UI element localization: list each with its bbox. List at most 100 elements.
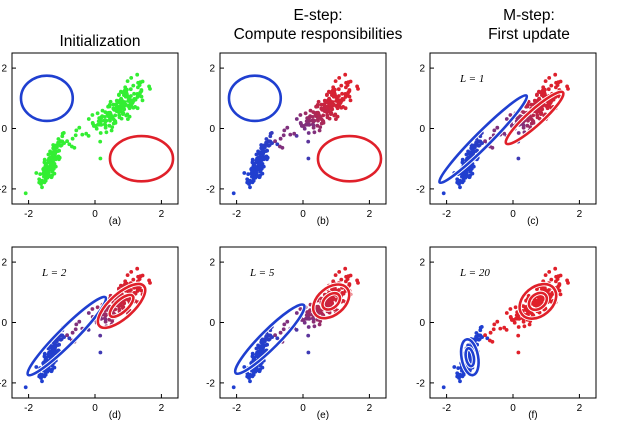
- x-tick-label: 0: [92, 403, 98, 414]
- data-point: [282, 128, 287, 133]
- data-point: [108, 99, 113, 104]
- data-point: [345, 277, 350, 281]
- data-point: [516, 156, 521, 161]
- data-point: [98, 156, 103, 161]
- data-point: [311, 317, 316, 321]
- data-point: [258, 363, 263, 368]
- x-tick-label: 0: [510, 403, 516, 414]
- data-point: [337, 270, 342, 274]
- data-point: [56, 348, 61, 353]
- title-line: First update: [488, 26, 570, 43]
- data-point: [316, 99, 321, 104]
- data-point: [467, 175, 472, 180]
- data-point: [127, 106, 132, 111]
- y-tick-label: -2: [416, 184, 425, 195]
- data-point: [38, 172, 43, 177]
- data-point: [256, 343, 260, 348]
- data-point: [566, 281, 570, 285]
- data-point: [42, 167, 47, 172]
- data-point: [118, 100, 122, 105]
- data-point: [346, 93, 351, 98]
- data-point: [543, 79, 548, 83]
- x-tick-label: 2: [159, 403, 165, 414]
- data-point: [456, 366, 461, 370]
- data-point: [44, 355, 49, 360]
- data-point: [46, 171, 51, 176]
- data-point: [253, 369, 258, 374]
- data-point: [310, 118, 315, 123]
- data-point: [126, 289, 131, 294]
- data-point: [321, 121, 326, 125]
- data-point: [281, 133, 286, 138]
- data-point: [45, 369, 50, 374]
- data-point: [122, 100, 127, 104]
- data-point: [245, 180, 250, 185]
- data-point: [275, 142, 280, 147]
- blue-cluster-ellipse: [459, 338, 480, 377]
- data-point: [23, 191, 28, 196]
- data-point: [23, 385, 28, 390]
- data-point: [270, 335, 274, 339]
- data-point: [455, 180, 460, 185]
- data-point: [40, 178, 45, 183]
- data-point: [504, 328, 509, 332]
- data-point: [458, 379, 462, 384]
- title-line: M-step:: [503, 7, 555, 24]
- data-point: [336, 87, 341, 92]
- data-point: [90, 307, 95, 311]
- data-point: [542, 286, 547, 290]
- data-point: [558, 79, 563, 84]
- data-point: [49, 369, 54, 374]
- data-point: [135, 266, 140, 271]
- data-point: [126, 95, 131, 100]
- data-point: [131, 105, 136, 110]
- data-point: [100, 108, 105, 113]
- data-point: [334, 117, 338, 121]
- data-point: [95, 305, 100, 310]
- data-point: [329, 112, 333, 116]
- data-point: [532, 300, 536, 304]
- data-point: [261, 341, 265, 346]
- data-point: [103, 123, 108, 127]
- data-point: [317, 128, 322, 133]
- data-point: [537, 96, 541, 101]
- data-point: [546, 87, 551, 92]
- data-point: [304, 119, 309, 124]
- data-point: [40, 185, 44, 190]
- blue-cluster-ellipse: [227, 74, 283, 123]
- data-point: [258, 169, 263, 174]
- data-point: [460, 157, 465, 162]
- data-point: [316, 116, 321, 121]
- data-point: [74, 128, 79, 133]
- data-point: [265, 157, 269, 162]
- data-point: [470, 150, 475, 155]
- data-point: [516, 325, 521, 329]
- data-point: [132, 97, 137, 101]
- data-point: [314, 104, 318, 109]
- data-point: [488, 338, 492, 343]
- data-point: [119, 89, 123, 94]
- data-point: [328, 297, 333, 301]
- data-point: [260, 150, 265, 155]
- data-point: [273, 333, 277, 338]
- data-point: [557, 283, 562, 287]
- x-tick-label: -2: [232, 403, 241, 414]
- data-point: [322, 106, 326, 110]
- data-point: [327, 89, 331, 94]
- iteration-annotation: L = 1: [459, 73, 484, 85]
- data-point: [123, 279, 128, 284]
- data-point: [123, 88, 127, 93]
- data-point: [49, 175, 54, 180]
- panel-f: 2 0 -2 -2 0 2 (f) L = 20: [416, 246, 597, 421]
- data-point: [103, 115, 107, 119]
- data-point: [524, 104, 528, 109]
- data-point: [339, 105, 344, 110]
- data-point: [62, 335, 66, 339]
- data-point: [517, 316, 522, 321]
- data-point: [332, 92, 337, 96]
- panel-b: 2 0 -2 -2 0 2 (b): [206, 52, 387, 227]
- red-cluster-ellipse: [321, 291, 342, 311]
- x-tick-label: -2: [442, 209, 451, 220]
- data-point: [113, 307, 118, 312]
- data-point: [77, 125, 82, 130]
